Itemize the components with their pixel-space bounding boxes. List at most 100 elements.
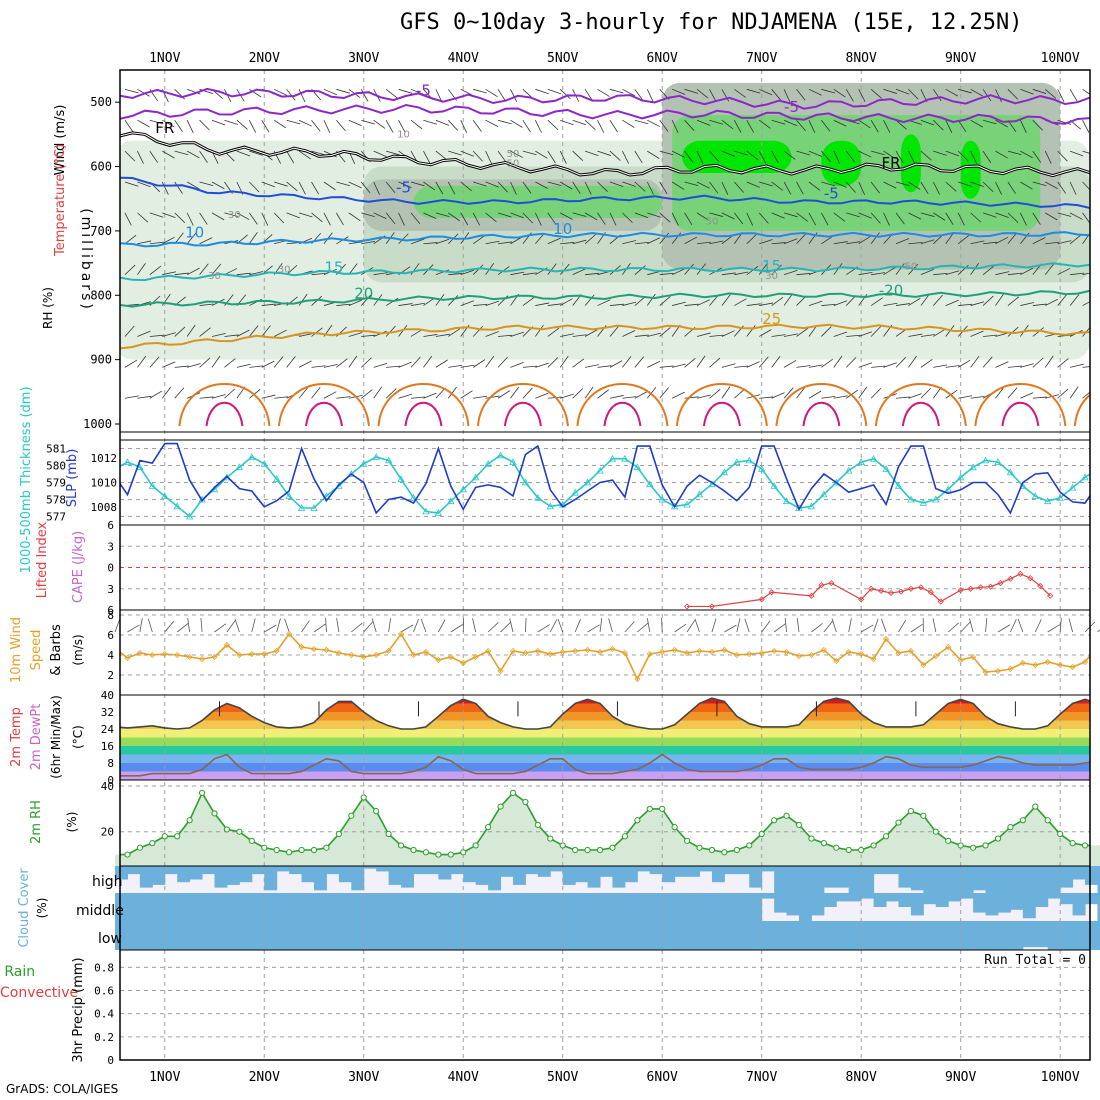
wind-barb (920, 359, 933, 368)
wind-barb (137, 212, 149, 223)
wind-barb (1057, 150, 1068, 162)
wind10m-series-point (323, 646, 330, 654)
wind10m-series-point (945, 643, 952, 651)
wind-barb (995, 150, 1008, 159)
thickness-series-point (434, 509, 443, 516)
isotherm-6 (120, 289, 1090, 308)
cloud-high-cell (749, 866, 763, 888)
cloud-high-cell (115, 866, 128, 880)
rh2m-series-point (957, 842, 964, 849)
wind-barb (447, 386, 457, 399)
wind10m-barb (831, 618, 837, 633)
cloud-middle-cell (923, 893, 937, 905)
wind-barb (647, 360, 661, 368)
li-tick-label: 0 (107, 562, 114, 575)
wind-barb (1082, 150, 1090, 154)
wind-barb (734, 365, 749, 368)
wind-barb (485, 355, 495, 368)
wind-barb (858, 362, 873, 368)
wind-barb (771, 355, 781, 368)
label-cape: CAPE (J/kg) (71, 531, 86, 603)
slp-series-line (120, 442, 1090, 515)
rh2m-series-point (198, 789, 206, 796)
warm-contour (675, 383, 768, 427)
cloud-low-cell (873, 921, 887, 950)
label-cloud-unit: (%) (35, 898, 49, 919)
wind-barb (572, 358, 585, 368)
wind-barb (833, 331, 848, 337)
cloud-high-cell (948, 866, 962, 893)
wind-barb (883, 181, 897, 189)
wind-barb (883, 88, 898, 94)
wind-barb (920, 294, 930, 306)
label-cloud-low: low (98, 931, 122, 947)
rh2m-series-point (522, 798, 529, 806)
wind10m-series-group (120, 630, 1100, 683)
wind-barb (746, 120, 754, 133)
wind-barb (883, 150, 896, 160)
wind-barb (199, 357, 211, 368)
slp-tick-label: 1010 (91, 477, 118, 490)
wind-barb (759, 302, 774, 306)
wind10m-barb (438, 619, 446, 633)
cloud-high-cell (811, 866, 825, 893)
wind-barb (273, 212, 285, 224)
wind-barb (472, 119, 482, 132)
temp-band (120, 720, 1090, 729)
wind10m-series-point (895, 649, 902, 657)
wind-barb (908, 150, 916, 164)
cloud-middle-cell (326, 893, 340, 921)
wind-barb (746, 212, 754, 226)
wind-barb (647, 332, 661, 337)
wind-barb (249, 365, 264, 368)
wind-barb (982, 181, 994, 193)
label-cloud-middle: middle (76, 903, 124, 919)
wind-barb (622, 88, 636, 97)
wind-barb (833, 241, 848, 245)
wind-barb (771, 181, 784, 191)
wind-barb (373, 386, 383, 399)
temp-band (120, 712, 1090, 721)
wind-barb (572, 268, 586, 276)
wind10m-barb (284, 618, 290, 633)
label-wind10m-a: 10m Wind (9, 617, 24, 683)
wind-barb (187, 88, 201, 95)
wind10m-series-point (783, 648, 790, 656)
wind-barb (224, 268, 238, 276)
wind-barb (821, 88, 835, 94)
wind-barb (783, 89, 791, 103)
wind10m-series-point (1095, 644, 1100, 649)
temp-tick-label: 8 (107, 757, 114, 770)
wind-barb (410, 396, 425, 399)
wind-barb (435, 119, 450, 126)
rh2m-series-point (771, 817, 778, 824)
wind10m-series-point (273, 647, 280, 655)
temp2m-series-group (120, 697, 1090, 730)
wind-barb (224, 334, 239, 337)
wind-barb (895, 181, 910, 187)
wind10m-series-point (621, 649, 628, 657)
wind-barb (199, 119, 210, 131)
wind-barb (261, 303, 276, 306)
chart-title: GFS 0~10day 3-hourly for NDJAMENA (15E, … (400, 10, 1023, 35)
wind10m-barb (960, 621, 971, 633)
cloud-middle-cell (637, 893, 651, 921)
wind10m-series-point (161, 650, 168, 658)
day-label-bottom: 5NOV (547, 1070, 578, 1085)
label-temp-unit: (°C) (71, 725, 85, 749)
wind-barb (448, 295, 459, 306)
cloud-low-cell (251, 921, 265, 950)
wind-barb (858, 119, 871, 129)
thickness-series-point (148, 482, 157, 489)
wind-barb (858, 271, 873, 276)
cloud-low-cell (960, 921, 974, 950)
rh2m-series-point (932, 828, 939, 835)
rh2m-series-point (385, 830, 392, 838)
wind-barb (447, 181, 456, 195)
rh2m-series-point (945, 837, 952, 844)
wind-barb (559, 89, 571, 100)
day-label-top: 1NOV (149, 51, 180, 66)
wind-barb (721, 330, 735, 337)
wind10m-barb (1017, 618, 1024, 633)
hot-contour (802, 401, 841, 427)
